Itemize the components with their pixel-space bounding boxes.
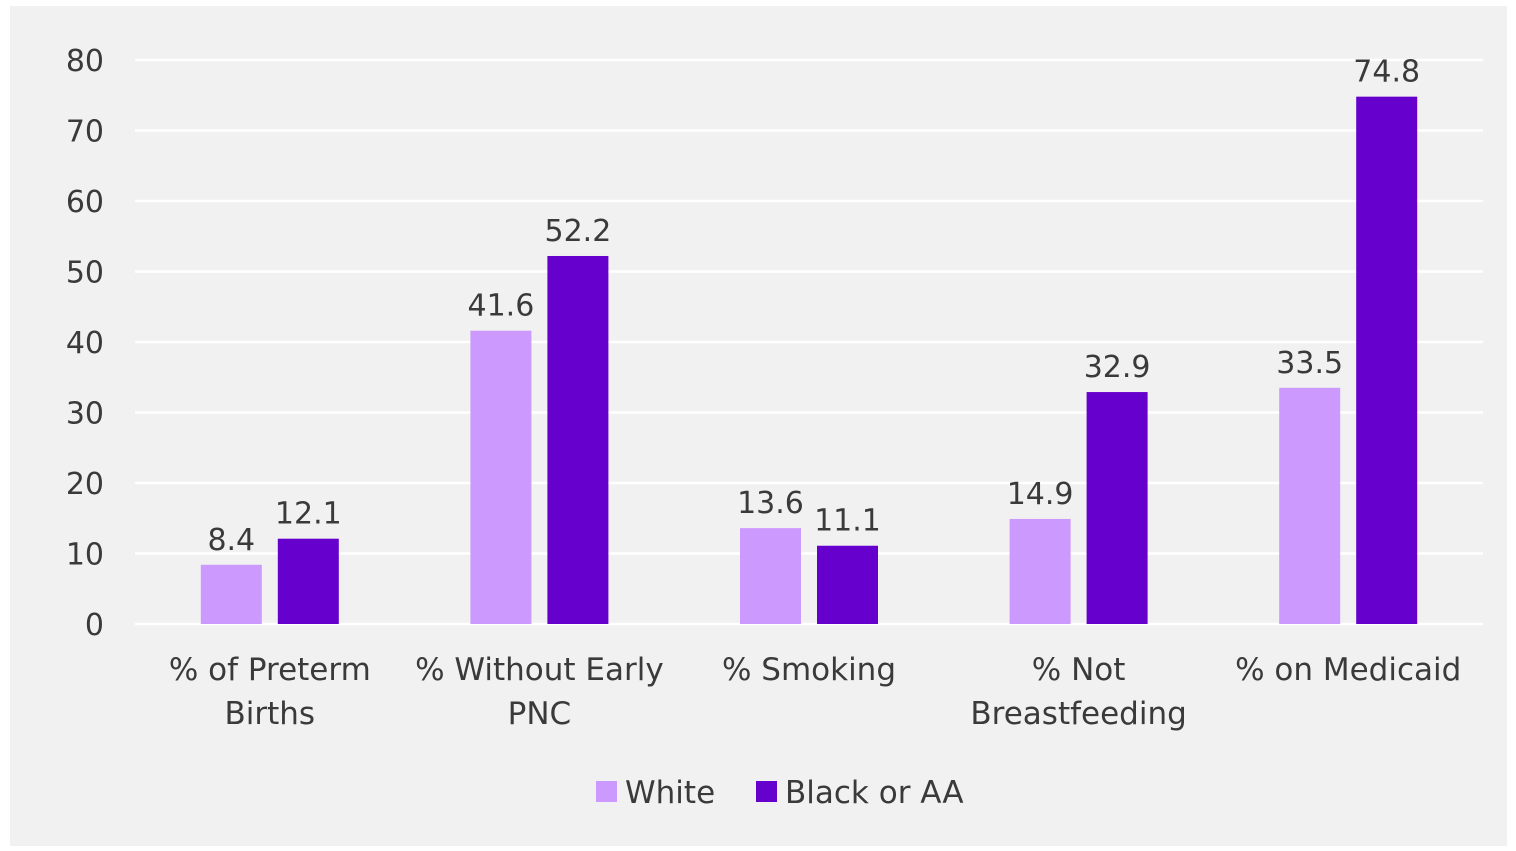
y-tick-label: 60 xyxy=(66,185,104,220)
y-tick-label: 80 xyxy=(66,44,104,79)
y-tick-label: 70 xyxy=(66,115,104,150)
bar xyxy=(547,255,609,625)
x-category-label: % Not xyxy=(1032,652,1126,688)
bar xyxy=(1009,518,1071,624)
data-label: 41.6 xyxy=(468,289,535,324)
y-tick-label: 10 xyxy=(66,538,104,573)
x-category-label: % Smoking xyxy=(722,652,896,688)
bar xyxy=(277,538,339,624)
bar xyxy=(200,564,262,624)
data-label: 52.2 xyxy=(545,214,612,249)
y-tick-label: 50 xyxy=(66,256,104,291)
legend-label: White xyxy=(625,775,715,811)
bar xyxy=(470,330,532,624)
data-label: 33.5 xyxy=(1276,346,1343,381)
legend-swatch xyxy=(596,781,617,802)
data-label: 32.9 xyxy=(1084,350,1151,385)
y-tick-label: 30 xyxy=(66,397,104,432)
bar xyxy=(1279,387,1341,624)
x-category-label: Breastfeeding xyxy=(970,696,1186,732)
legend-swatch xyxy=(756,781,777,802)
y-tick-label: 40 xyxy=(66,326,104,361)
data-label: 11.1 xyxy=(814,504,881,539)
bar xyxy=(1086,392,1148,624)
data-label: 8.4 xyxy=(207,523,255,558)
data-label: 74.8 xyxy=(1353,55,1420,90)
x-category-label: % on Medicaid xyxy=(1235,652,1461,688)
bar xyxy=(1356,96,1418,624)
x-category-label: PNC xyxy=(508,696,572,732)
chart-area xyxy=(10,6,1507,846)
x-category-label: Births xyxy=(225,696,316,732)
x-category-label: % of Preterm xyxy=(169,652,371,688)
x-category-label: % Without Early xyxy=(415,652,664,688)
y-tick-label: 0 xyxy=(85,608,104,643)
bar xyxy=(817,545,878,624)
y-tick-label: 20 xyxy=(66,467,104,502)
legend-label: Black or AA xyxy=(785,775,964,811)
bar xyxy=(740,528,801,624)
data-label: 12.1 xyxy=(275,497,342,532)
data-label: 14.9 xyxy=(1007,477,1074,512)
data-label: 13.6 xyxy=(737,486,804,521)
